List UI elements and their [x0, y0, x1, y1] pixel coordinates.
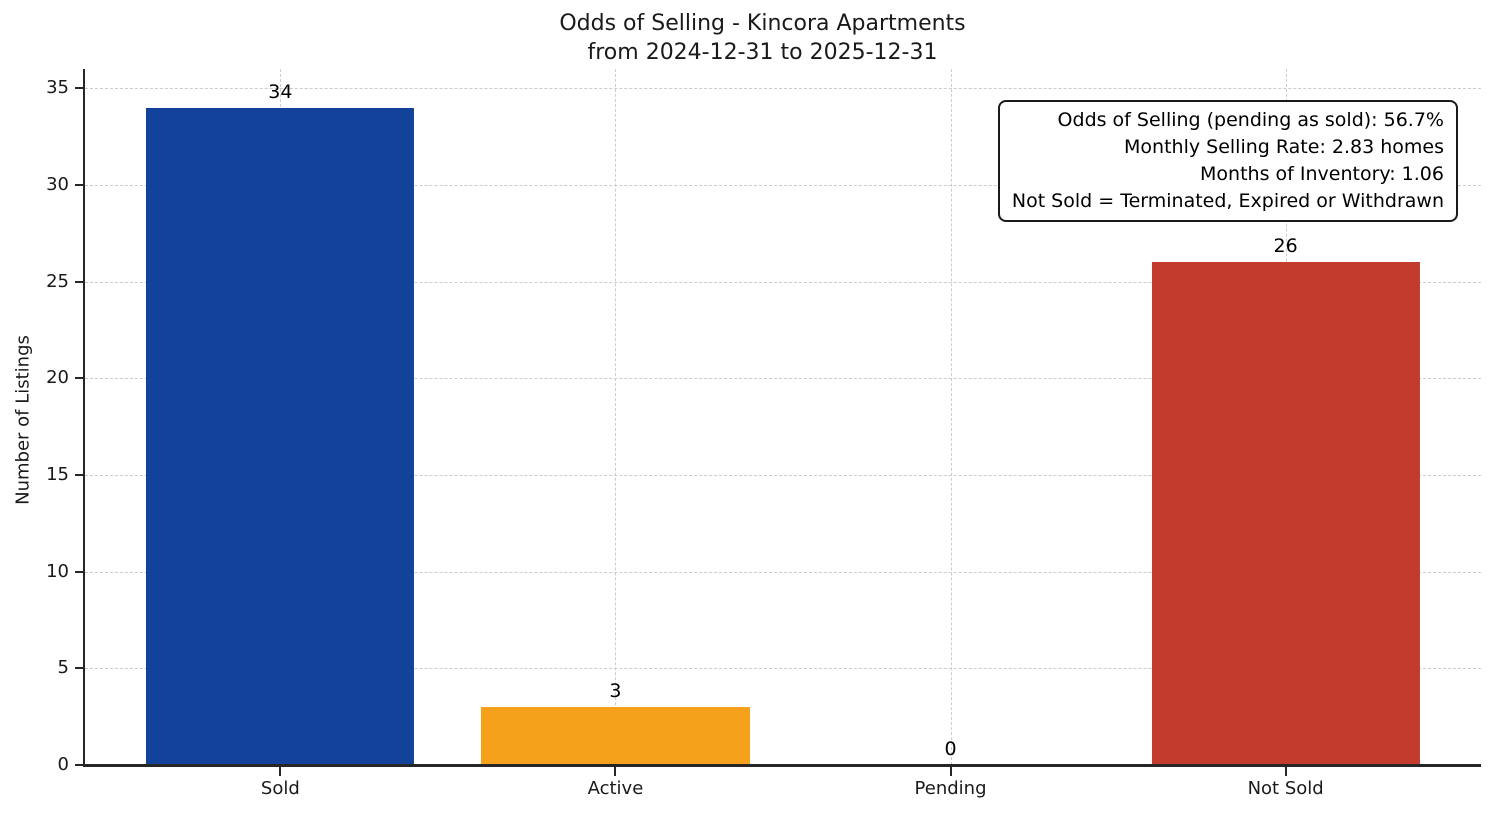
x-axis-tick: [614, 767, 617, 776]
gridline-horizontal: [85, 475, 1481, 476]
y-tick-label: 15: [46, 464, 69, 485]
x-tick-label: Pending: [914, 778, 987, 799]
x-tick-label: Sold: [260, 778, 300, 799]
annotation-line: Odds of Selling (pending as sold): 56.7%: [1057, 109, 1444, 131]
y-axis-tick: [75, 667, 83, 670]
gridline-horizontal: [85, 668, 1481, 670]
x-axis-tick: [279, 767, 282, 776]
x-axis-spine: [83, 764, 1481, 767]
y-tick-label: 35: [46, 77, 69, 99]
y-axis-tick: [75, 87, 83, 90]
y-tick-label: 20: [46, 367, 69, 389]
annotation-line: Monthly Selling Rate: 2.83 homes: [1124, 136, 1444, 158]
plot-area: 0 5 10 15 20 25 30 35 34 Sold 3 Active 0 Pending 26 Not…: [46, 69, 1481, 799]
chart-title-line-2: from 2024-12-31 to 2025-12-31: [587, 40, 938, 65]
bar-active: [481, 707, 750, 765]
y-axis-spine: [83, 69, 85, 767]
bar-value-label: 34: [268, 80, 293, 103]
gridline-vertical: [950, 69, 952, 765]
y-axis-tick: [75, 474, 83, 476]
y-axis-tick: [75, 377, 83, 380]
y-tick-label: 0: [57, 754, 69, 775]
bar-value-label: 26: [1273, 235, 1298, 258]
gridline-horizontal: [85, 378, 1481, 380]
bar-value-label: 3: [609, 680, 622, 703]
bar-value-label: 0: [944, 738, 957, 760]
x-axis-tick: [949, 767, 952, 776]
x-tick-label: Active: [587, 778, 644, 799]
gridline-vertical: [615, 69, 617, 765]
y-axis-tick: [75, 184, 83, 186]
chart-title: Odds of Selling - Kincora Apartments fro…: [85, 9, 1440, 67]
gridline-horizontal: [85, 281, 1481, 283]
stats-annotation-box: Odds of Selling (pending as sold): 56.7%…: [997, 100, 1458, 222]
gridline-horizontal: [85, 571, 1481, 573]
annotation-line: Not Sold = Terminated, Expired or Withdr…: [1011, 190, 1444, 212]
y-axis-label: Number of Listings: [12, 335, 34, 505]
annotation-line: Months of Inventory: 1.06: [1200, 163, 1444, 185]
y-axis-tick: [75, 570, 83, 573]
y-axis-tick: [75, 764, 83, 766]
y-tick-label: 25: [46, 270, 69, 292]
bar-not-sold: [1151, 262, 1420, 765]
chart-title-line-1: Odds of Selling - Kincora Apartments: [559, 11, 966, 36]
y-tick-label: 30: [46, 174, 69, 195]
y-tick-label: 10: [46, 560, 69, 582]
y-tick-label: 5: [57, 657, 69, 679]
bar-sold: [146, 107, 415, 765]
gridline-horizontal: [85, 88, 1481, 90]
gridline-horizontal: [85, 185, 1481, 186]
x-axis-tick: [1284, 767, 1287, 776]
x-tick-label: Not Sold: [1247, 778, 1324, 799]
y-axis-tick: [75, 280, 83, 283]
